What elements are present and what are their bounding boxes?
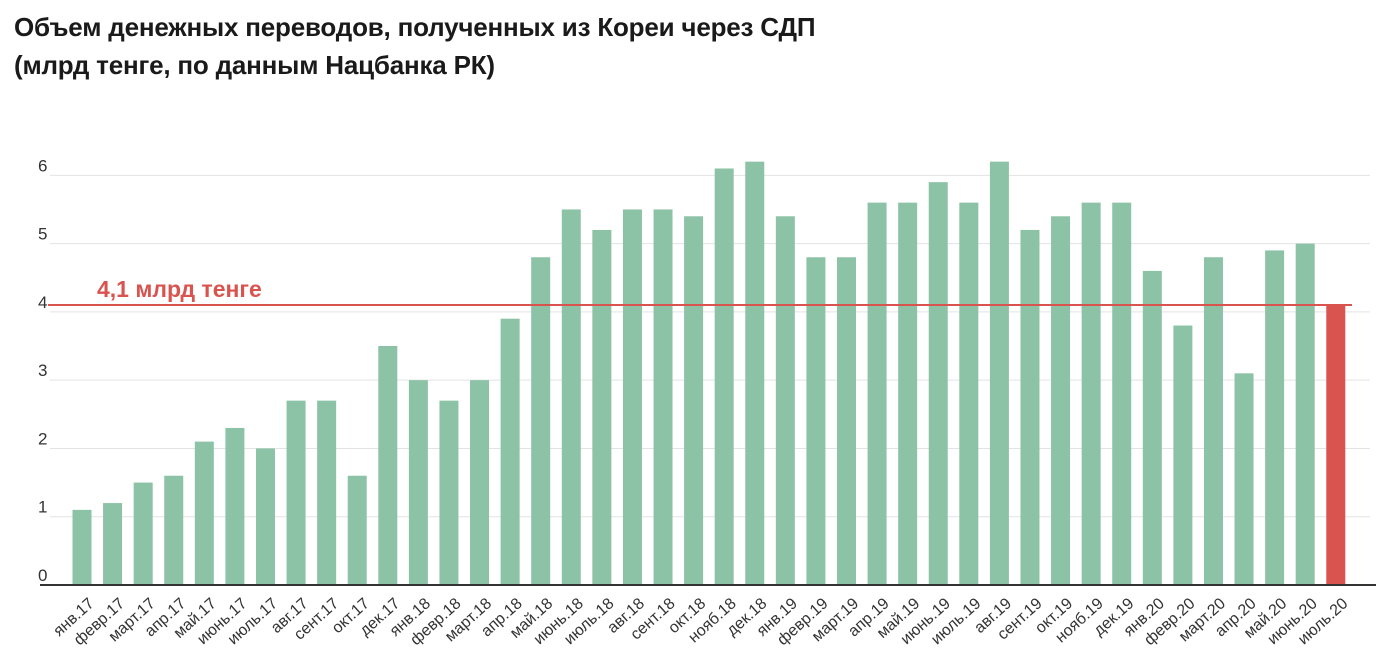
bar	[378, 346, 398, 585]
chart-title: Объем денежных переводов, полученных из …	[14, 12, 816, 42]
bar	[745, 161, 765, 585]
bar	[1051, 216, 1071, 585]
bar	[1112, 202, 1132, 585]
bar	[1173, 325, 1193, 585]
gridlines	[50, 174, 1370, 518]
bar	[72, 509, 92, 585]
bar	[317, 400, 337, 585]
bar	[225, 427, 245, 585]
bar	[775, 216, 795, 585]
bar	[1203, 257, 1223, 585]
bar	[959, 202, 979, 585]
bar	[255, 448, 275, 585]
y-tick-label: 2	[38, 429, 47, 448]
bar	[1295, 243, 1315, 585]
reference-line-label: 4,1 млрд тенге	[97, 276, 262, 302]
bar	[347, 475, 367, 585]
bar	[1265, 250, 1285, 585]
y-tick-label: 4	[38, 293, 47, 312]
bar	[653, 209, 673, 585]
bar	[470, 380, 490, 585]
bar	[989, 161, 1009, 585]
bar	[194, 441, 214, 585]
bar	[837, 257, 856, 585]
y-axis-ticks: 0 1 2 3 4 5 6	[38, 156, 47, 585]
bar	[714, 168, 734, 585]
y-tick-label: 0	[38, 566, 47, 585]
bar	[867, 202, 887, 585]
bars	[72, 161, 1346, 585]
chart-title-block: Объем денежных переводов, полученных из …	[14, 8, 816, 84]
bar	[1081, 202, 1101, 585]
chart-subtitle: (млрд тенге, по данным Нацбанка РК)	[14, 50, 495, 80]
bar	[286, 400, 306, 585]
reference-line-group: 4,1 млрд тенге	[48, 276, 1352, 307]
bar	[622, 209, 642, 585]
bar	[1020, 229, 1040, 585]
y-tick-label: 3	[38, 361, 47, 380]
bar	[1142, 270, 1162, 585]
x-axis-ticks: янв.17февр.17март.17апр.17май.17июнь.17и…	[40, 584, 1376, 649]
bar	[592, 229, 612, 585]
bar	[133, 482, 153, 585]
bar	[531, 257, 551, 585]
y-tick-label: 5	[38, 225, 47, 244]
bar	[806, 257, 826, 585]
bar	[408, 380, 428, 585]
y-tick-label: 1	[38, 498, 47, 517]
y-tick-label: 6	[38, 156, 47, 175]
bar	[500, 318, 520, 585]
bar	[1326, 305, 1346, 585]
bar	[103, 503, 123, 585]
bar	[561, 209, 581, 585]
bar	[684, 216, 704, 585]
bar	[928, 182, 948, 585]
bar	[439, 400, 459, 585]
bar	[164, 475, 184, 585]
bar	[1234, 373, 1254, 585]
bar	[898, 202, 918, 585]
